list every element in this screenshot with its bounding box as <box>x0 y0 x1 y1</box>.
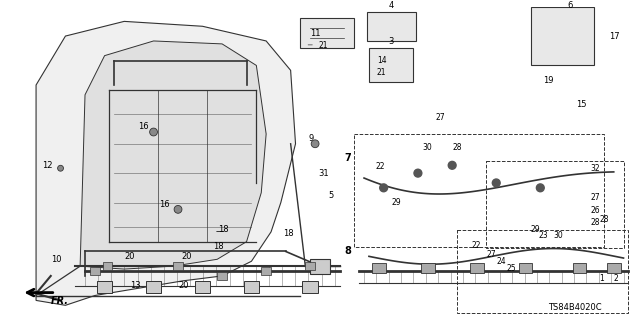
Bar <box>457 230 628 313</box>
Text: 21: 21 <box>377 68 387 77</box>
Text: 22: 22 <box>472 241 481 250</box>
Text: 30: 30 <box>553 231 563 240</box>
Circle shape <box>311 140 319 148</box>
Text: 14: 14 <box>377 56 387 65</box>
Bar <box>195 281 211 292</box>
Text: 9: 9 <box>308 134 314 143</box>
Bar <box>421 263 435 273</box>
Bar <box>261 267 271 275</box>
Text: 22: 22 <box>376 162 385 171</box>
Text: 15: 15 <box>577 100 587 109</box>
Text: 23: 23 <box>538 231 548 240</box>
Text: 16: 16 <box>159 200 170 209</box>
Bar <box>355 134 604 247</box>
Text: 28: 28 <box>599 215 609 224</box>
Polygon shape <box>80 41 266 269</box>
Text: 13: 13 <box>130 281 141 290</box>
Circle shape <box>536 184 544 192</box>
Text: 26: 26 <box>590 206 600 215</box>
Bar <box>486 161 623 248</box>
Text: 20: 20 <box>181 252 191 261</box>
Bar <box>519 263 532 273</box>
Text: 32: 32 <box>590 164 600 173</box>
Bar <box>369 48 413 82</box>
Text: 29: 29 <box>531 225 540 234</box>
Text: 19: 19 <box>543 76 554 84</box>
Text: 30: 30 <box>423 143 433 152</box>
Bar <box>97 281 113 292</box>
Text: 28: 28 <box>452 143 462 152</box>
Bar <box>470 263 483 273</box>
Circle shape <box>448 161 456 169</box>
Text: TS84B4020C: TS84B4020C <box>548 303 602 312</box>
Text: 27: 27 <box>590 193 600 202</box>
Text: 21: 21 <box>318 41 328 50</box>
Bar <box>305 262 315 270</box>
Text: 25: 25 <box>506 264 516 273</box>
Text: 24: 24 <box>496 257 506 266</box>
Bar <box>173 262 183 270</box>
Text: 4: 4 <box>389 1 394 10</box>
Circle shape <box>492 179 500 187</box>
Text: 7: 7 <box>344 154 351 164</box>
Circle shape <box>380 184 388 192</box>
Text: 12: 12 <box>42 161 52 170</box>
Text: 18: 18 <box>218 225 229 235</box>
Text: 27: 27 <box>486 250 496 259</box>
Text: 2: 2 <box>613 274 618 283</box>
Text: 20: 20 <box>178 281 189 290</box>
Text: 8: 8 <box>344 246 351 256</box>
Text: —: — <box>216 228 224 236</box>
Text: 20: 20 <box>124 252 134 261</box>
Circle shape <box>174 205 182 213</box>
Bar <box>607 263 621 273</box>
Bar <box>244 281 259 292</box>
Text: FR.: FR. <box>51 296 68 306</box>
Bar <box>90 267 100 275</box>
Circle shape <box>414 169 422 177</box>
Bar <box>300 19 355 48</box>
Text: 10: 10 <box>51 255 61 264</box>
Text: 18: 18 <box>283 229 293 238</box>
Text: 11: 11 <box>310 28 321 38</box>
Circle shape <box>58 165 63 171</box>
Text: 17: 17 <box>609 32 620 41</box>
Circle shape <box>150 128 157 136</box>
Bar <box>302 281 318 292</box>
Bar <box>146 281 161 292</box>
Text: 6: 6 <box>567 1 572 10</box>
Bar <box>531 7 594 65</box>
Text: 5: 5 <box>328 191 333 200</box>
Text: 3: 3 <box>388 37 394 46</box>
Bar <box>573 263 586 273</box>
Text: 1: 1 <box>600 274 604 283</box>
Bar <box>372 263 385 273</box>
Bar <box>367 12 416 41</box>
Text: 31: 31 <box>318 169 329 178</box>
Bar <box>310 259 330 274</box>
Polygon shape <box>36 21 296 305</box>
Bar <box>217 272 227 280</box>
Text: 27: 27 <box>436 113 445 122</box>
Text: 29: 29 <box>392 198 401 207</box>
Text: 28: 28 <box>590 218 600 227</box>
Text: 18: 18 <box>213 242 224 251</box>
Text: 16: 16 <box>138 122 148 131</box>
Bar <box>102 262 113 270</box>
